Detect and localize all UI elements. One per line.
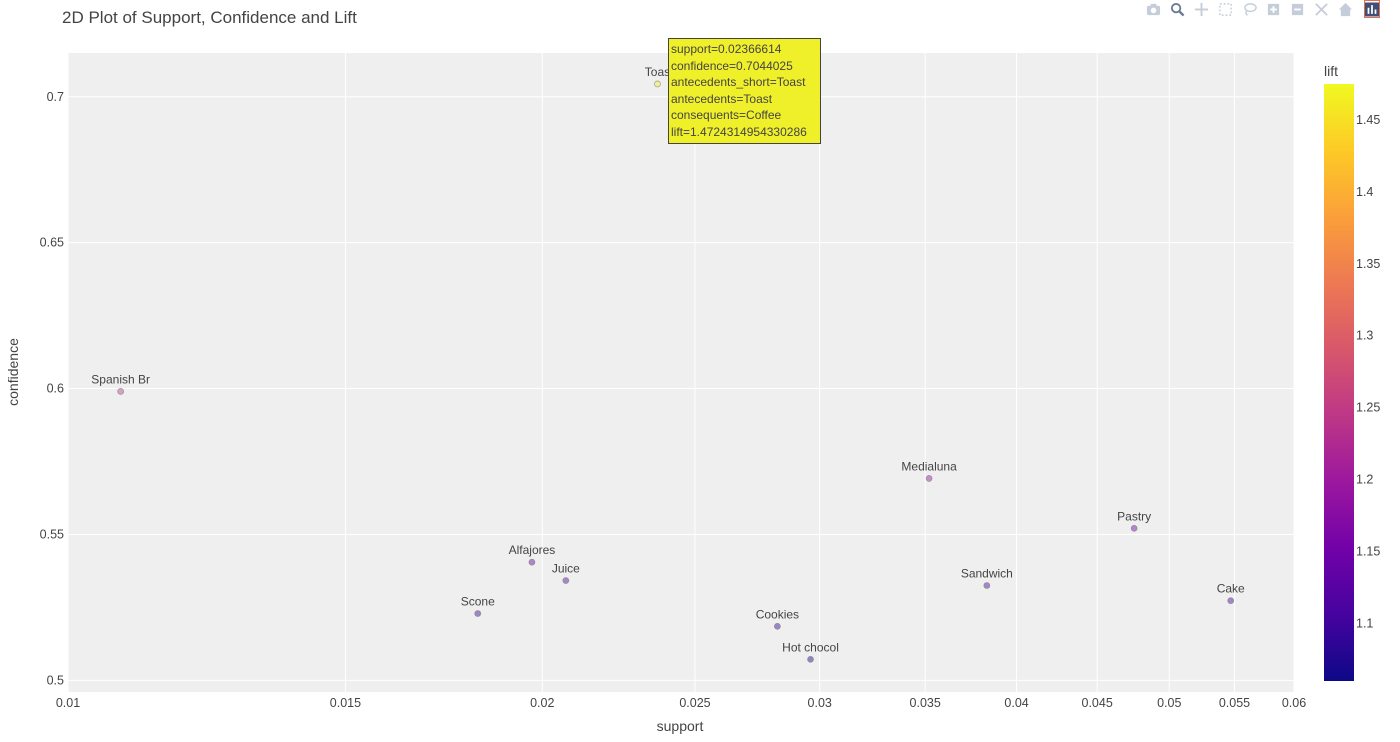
- x-tick-label: 0.025: [679, 696, 710, 710]
- colorbar-tick-label: 1.2: [1356, 473, 1373, 487]
- point-label: Cake: [1217, 582, 1245, 596]
- box-select-icon[interactable]: [1216, 0, 1234, 18]
- data-point[interactable]: [117, 388, 124, 395]
- x-tick-label: 0.055: [1219, 696, 1250, 710]
- data-point[interactable]: [925, 475, 933, 482]
- y-tick-label: 0.65: [40, 236, 64, 250]
- data-point[interactable]: [1227, 597, 1235, 604]
- colorbar-tick-label: 1.1: [1356, 616, 1373, 630]
- point-label: Spanish Br: [91, 372, 150, 386]
- data-point[interactable]: [528, 558, 536, 566]
- point-label: Pastry: [1117, 509, 1151, 523]
- colorbar: lift 1.1 1.15 1.2 1.25 1.3 1.35 1.4 1.45: [1324, 63, 1380, 681]
- x-tick-label: 0.035: [910, 696, 941, 710]
- y-tick-label: 0.6: [47, 382, 64, 396]
- tooltip-line: confidence=0.7044025: [671, 58, 793, 73]
- plotly-logo-icon[interactable]: [1364, 0, 1380, 18]
- colorbar-title: lift: [1324, 63, 1338, 79]
- colorbar-tick-label: 1.45: [1356, 113, 1380, 127]
- colorbar-tick-label: 1.3: [1356, 329, 1373, 343]
- home-icon[interactable]: [1336, 0, 1354, 18]
- modebar: [1144, 0, 1380, 18]
- data-point[interactable]: [774, 623, 781, 630]
- x-tick-label: 0.015: [330, 696, 361, 710]
- point-label: Toas: [645, 65, 670, 79]
- y-axis-title: confidence: [5, 338, 21, 406]
- point-label: Scone: [461, 595, 495, 609]
- colorbar-tick-label: 1.35: [1356, 257, 1380, 271]
- x-tick-label: 0.02: [530, 696, 554, 710]
- x-axis-ticks: 0.01 0.015 0.02 0.025 0.03 0.035 0.04 0.045 0.05…: [56, 696, 1306, 710]
- x-tick-label: 0.04: [1004, 696, 1028, 710]
- tooltip-line: antecedents_short=Toast: [671, 75, 806, 89]
- data-point[interactable]: [474, 610, 482, 617]
- autoscale-icon[interactable]: [1312, 0, 1330, 18]
- zoom-in-icon[interactable]: [1264, 0, 1282, 18]
- point-label: Sandwich: [961, 567, 1013, 581]
- y-axis-ticks: 0.5 0.55 0.6 0.65 0.7: [40, 90, 64, 688]
- hover-tooltip: support=0.02366614 confidence=0.7044025 …: [668, 38, 821, 144]
- data-point[interactable]: [807, 656, 814, 663]
- y-tick-label: 0.55: [40, 527, 64, 541]
- tooltip-line: consequents=Coffee: [671, 108, 782, 122]
- lasso-icon[interactable]: [1240, 0, 1258, 18]
- point-label: Juice: [552, 562, 580, 576]
- gridlines: [67, 53, 1295, 692]
- colorbar-tick-label: 1.25: [1356, 401, 1380, 415]
- x-tick-label: 0.05: [1157, 696, 1181, 710]
- point-labels: Toas Spanish Br Medialuna Pastry Alfajores Ju…: [91, 65, 1245, 654]
- colorbar-tick-label: 1.4: [1356, 185, 1373, 199]
- camera-icon[interactable]: [1144, 0, 1162, 18]
- x-tick-label: 0.045: [1082, 696, 1113, 710]
- point-label: Cookies: [756, 607, 799, 621]
- y-tick-label: 0.7: [47, 90, 64, 104]
- colorbar-tick-label: 1.15: [1356, 545, 1380, 559]
- chart-title: 2D Plot of Support, Confidence and Lift: [62, 8, 357, 27]
- plot-background[interactable]: [68, 53, 1294, 692]
- zoom-icon[interactable]: [1168, 0, 1186, 18]
- pan-icon[interactable]: [1192, 0, 1210, 18]
- data-point[interactable]: [983, 582, 991, 589]
- x-axis-title: support: [657, 718, 704, 734]
- tooltip-line: lift=1.4724314954330286: [671, 124, 807, 139]
- x-tick-label: 0.03: [808, 696, 832, 710]
- tooltip-line: support=0.02366614: [671, 42, 782, 56]
- zoom-out-icon[interactable]: [1288, 0, 1306, 18]
- x-tick-label: 0.01: [56, 696, 80, 710]
- data-point[interactable]: [1130, 525, 1138, 532]
- x-tick-label: 0.06: [1282, 696, 1306, 710]
- point-label: Alfajores: [509, 543, 556, 557]
- y-tick-label: 0.5: [47, 673, 64, 687]
- point-label: Medialuna: [901, 459, 957, 473]
- data-point[interactable]: [562, 577, 570, 584]
- tooltip-line: antecedents=Toast: [671, 91, 773, 106]
- colorbar-gradient: [1324, 84, 1354, 681]
- data-point[interactable]: [654, 80, 661, 88]
- data-points[interactable]: [117, 80, 1235, 663]
- point-label: Hot chocol: [782, 640, 839, 654]
